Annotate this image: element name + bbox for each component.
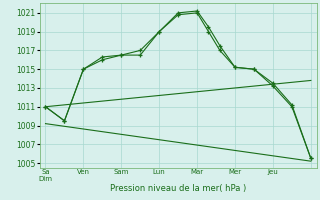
X-axis label: Pression niveau de la mer( hPa ): Pression niveau de la mer( hPa ): [110, 184, 246, 193]
